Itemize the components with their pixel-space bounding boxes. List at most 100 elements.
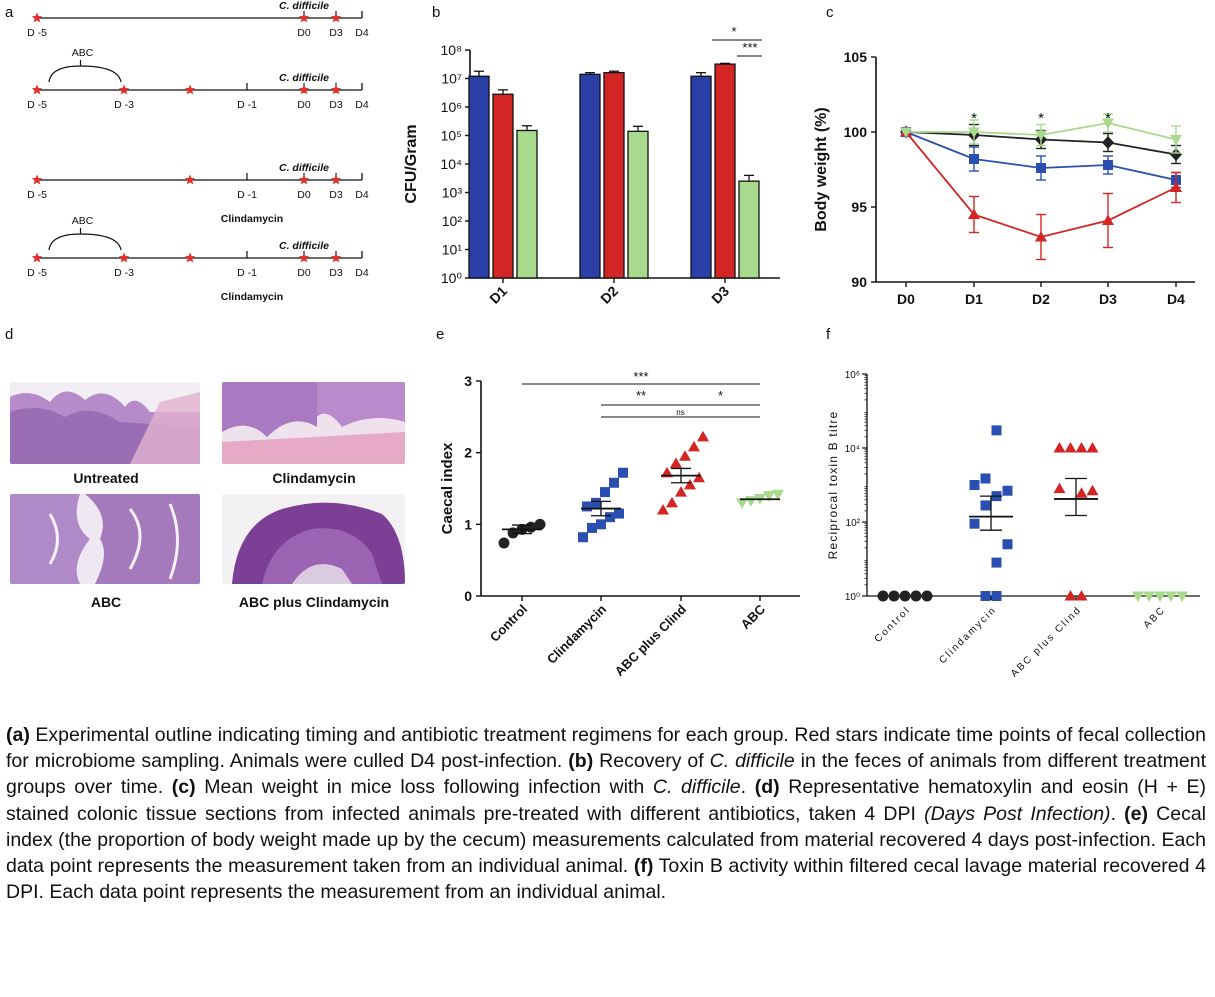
bar xyxy=(627,130,649,279)
timeline-day-label: D -1 xyxy=(237,189,257,201)
figure-canvas: D -5 D0 D3 D4 C. difficile D -5 D -3 D -1 D0 D3 D4… xyxy=(27,0,1200,679)
data-point xyxy=(1102,118,1114,129)
y-tick-label: 10⁵ xyxy=(441,128,462,144)
histology-abc-image xyxy=(10,494,200,584)
data-point xyxy=(877,590,889,602)
caption-segment: (e) xyxy=(1124,802,1148,825)
data-point xyxy=(1143,591,1155,602)
fecal-sample-star-icon xyxy=(298,12,310,23)
data-point xyxy=(888,590,900,602)
x-tick-label: ABC plus Clind xyxy=(612,601,690,679)
abc-bracket xyxy=(48,65,122,83)
bar xyxy=(516,129,538,279)
comparison-label: * xyxy=(718,388,723,403)
clindamycin-label: Clindamycin xyxy=(221,291,283,303)
bar xyxy=(714,63,736,279)
data-point xyxy=(1075,590,1088,601)
timeline-day-label: D0 xyxy=(297,267,311,279)
histology-label-clindamycin: Clindamycin xyxy=(272,470,356,486)
pathogen-label: C. difficile xyxy=(279,0,329,12)
abc-bracket xyxy=(48,233,122,251)
y-tick-label: 10⁴ xyxy=(440,156,462,172)
data-point xyxy=(980,591,991,601)
caption-segment: (Days Post Infection) xyxy=(924,802,1111,825)
timeline-day-label: D4 xyxy=(355,27,369,39)
caption-segment: in the feces of animals from different t… xyxy=(6,750,1206,799)
data-point xyxy=(1103,160,1113,170)
data-point xyxy=(697,430,709,442)
data-point xyxy=(1154,591,1166,602)
histology-untreated-image xyxy=(10,382,200,464)
significance-label: *** xyxy=(742,40,757,55)
significance-label: * xyxy=(1038,110,1044,127)
timeline-day-label: D3 xyxy=(329,189,343,201)
y-tick-label: 10⁴ xyxy=(845,444,860,455)
histology-clindamycin-drawing xyxy=(222,382,405,464)
y-tick-label: 10² xyxy=(442,213,463,229)
data-point xyxy=(968,127,980,138)
timeline-day-label: D -5 xyxy=(27,27,47,39)
timeline-day-label: D0 xyxy=(297,27,311,39)
fecal-sample-star-icon xyxy=(184,252,196,263)
y-tick-label: 105 xyxy=(844,49,868,65)
data-point xyxy=(1035,231,1047,242)
histology-label-abc: ABC xyxy=(90,594,122,610)
data-point xyxy=(498,537,510,549)
panel-b-cfu-chart: 10⁰ 10¹ 10² 10³ 10⁴ 10⁵ 10⁶ 10⁷ 10⁸ CFU/Gram D1 D2 D… xyxy=(403,24,780,307)
timeline-day-label: D -1 xyxy=(237,267,257,279)
data-point xyxy=(587,522,597,533)
bar xyxy=(579,73,601,279)
bar xyxy=(690,75,712,279)
panel-letter-c: c xyxy=(826,4,834,21)
data-point xyxy=(1170,181,1182,192)
data-point xyxy=(1102,214,1114,225)
abc-label: ABC xyxy=(72,215,94,227)
timeline-day-label: D4 xyxy=(355,267,369,279)
caption-segment: Experimental outline indicating timing a… xyxy=(6,724,1206,773)
y-tick-label: 3 xyxy=(464,373,472,389)
data-point xyxy=(1064,442,1077,453)
data-point xyxy=(1170,135,1182,146)
data-point xyxy=(1075,442,1088,453)
data-point xyxy=(745,496,757,507)
data-point xyxy=(772,489,784,501)
panel-letter-a: a xyxy=(5,4,14,21)
timeline-day-label: D3 xyxy=(329,27,343,39)
data-point xyxy=(657,504,669,515)
fecal-sample-star-icon xyxy=(298,252,310,263)
panel-c-weight-chart: 90 95 100 105 Body weight (%) D0 D1 D2 D3 D4 * * * xyxy=(813,49,1195,307)
data-point xyxy=(763,491,775,502)
timeline-day-label: D3 xyxy=(329,99,343,111)
caption-segment: (f) xyxy=(633,855,654,878)
x-tick-label: ABC plus Clind xyxy=(1009,604,1084,679)
data-point xyxy=(1053,482,1066,494)
timeline-day-label: D -3 xyxy=(114,99,134,111)
data-point xyxy=(582,501,592,512)
y-tick-label: 10⁶ xyxy=(441,99,462,115)
y-axis-label: Reciprocal toxin B titre xyxy=(826,411,840,560)
panel-letter-f: f xyxy=(826,326,831,343)
significance-label: * xyxy=(731,24,736,39)
caption-segment: . xyxy=(1110,802,1125,825)
x-tick-label: D2 xyxy=(1032,291,1050,307)
abc-label: ABC xyxy=(72,47,94,59)
data-point xyxy=(1132,591,1144,602)
caption-segment: (a) xyxy=(6,724,30,746)
timeline-day-label: D -5 xyxy=(27,99,47,111)
data-point xyxy=(899,590,911,602)
caption-segment: Cecal index (the proportion of body weig… xyxy=(6,802,1206,878)
data-point xyxy=(980,473,991,484)
comparison-label: ** xyxy=(636,388,646,403)
caption-segment: C. difficile xyxy=(709,750,795,773)
x-tick-label: D1 xyxy=(965,291,983,307)
clindamycin-label: Clindamycin xyxy=(221,213,283,225)
pathogen-label: C. difficile xyxy=(279,162,329,174)
y-tick-label: 10⁰ xyxy=(845,592,860,603)
data-point xyxy=(921,590,933,602)
x-tick-label: D4 xyxy=(1167,291,1185,307)
x-tick-label: ABC xyxy=(1142,604,1169,631)
histology-abc-clindamycin-image xyxy=(222,494,405,584)
x-tick-label: Control xyxy=(873,604,913,644)
caption-segment: Recovery of xyxy=(593,750,710,773)
data-point xyxy=(1102,136,1114,149)
